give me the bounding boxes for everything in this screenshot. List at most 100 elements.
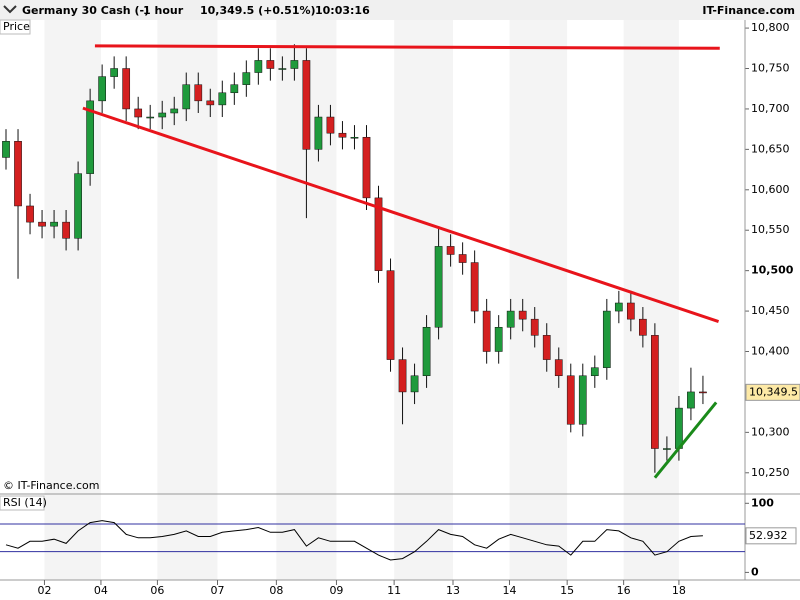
last-price-label: 10,349.5 (749, 385, 798, 398)
candle-body (2, 141, 10, 158)
x-tick-label: 06 (150, 584, 164, 597)
candle-body (470, 262, 479, 312)
x-tick-label: 09 (329, 584, 343, 597)
x-tick-label: 11 (387, 584, 401, 597)
y-tick-label: 10,450 (751, 304, 790, 317)
candle-body (602, 310, 611, 368)
session-band (157, 20, 218, 580)
candle-body (98, 76, 106, 102)
candle-body (134, 108, 143, 118)
candle-body (62, 221, 70, 239)
candle-body (446, 246, 455, 255)
trendline (94, 44, 720, 50)
candle-body (182, 84, 191, 110)
time: 10:03:16 (315, 4, 370, 17)
brand: IT-Finance.com (702, 4, 795, 17)
candle-body (386, 270, 395, 360)
candle-body (302, 60, 311, 150)
session-band (509, 20, 568, 580)
rsi-last-label: 52.932 (749, 529, 788, 542)
panel-label-box (0, 495, 45, 511)
header-bar (0, 0, 800, 20)
candle-body (614, 302, 623, 312)
candle-body (50, 221, 58, 227)
candle-body (626, 302, 635, 320)
candle-body (434, 246, 443, 328)
panel-label: Price (3, 20, 30, 33)
candle-body (566, 375, 575, 425)
candle-body (362, 136, 371, 199)
session-band (394, 20, 454, 580)
candle-body (326, 116, 335, 134)
credit: © IT-Finance.com (3, 479, 100, 492)
candle-body (542, 335, 551, 360)
candle-body (338, 132, 347, 138)
panel-label: RSI (14) (3, 496, 47, 509)
candle-body (422, 326, 431, 377)
trendline (82, 106, 720, 324)
x-tick-label: 14 (502, 584, 516, 597)
y-tick-label: 10,700 (751, 102, 790, 115)
candle-body (482, 310, 491, 352)
instrument: Germany 30 Cash (-) (22, 4, 149, 17)
candle-body (110, 68, 119, 77)
interval: 1 hour (143, 4, 184, 17)
x-tick-label: 07 (210, 584, 224, 597)
candle-body (230, 84, 239, 94)
candle-body (26, 205, 34, 223)
candle-body (458, 254, 467, 263)
candle-body (350, 136, 359, 139)
candle-body (398, 359, 407, 393)
x-tick-label: 04 (94, 584, 108, 597)
candle-body (651, 335, 659, 449)
candle-body (639, 318, 647, 336)
x-tick-label: 13 (446, 584, 460, 597)
candle-body (699, 391, 707, 394)
candle-body (687, 391, 695, 409)
panel-label-box (0, 19, 31, 35)
candle-body (410, 375, 419, 393)
x-tick-label: 08 (269, 584, 283, 597)
trendline (653, 401, 718, 479)
last-price-box (745, 383, 800, 401)
candle-body (518, 310, 527, 320)
menu-arrow[interactable] (3, 5, 17, 14)
candle-body (590, 367, 599, 377)
y-tick-label: 10,600 (751, 183, 790, 196)
y-tick-label: 10,300 (751, 425, 790, 438)
candle-body (158, 112, 167, 118)
y-tick-label: 10,250 (751, 466, 790, 479)
candle-body (206, 100, 215, 106)
candle-body (38, 221, 46, 227)
candle-body (290, 60, 299, 69)
candle-body (86, 100, 94, 174)
candle-body (74, 173, 82, 239)
candle-body (218, 92, 227, 106)
candle-body (242, 72, 251, 85)
y-tick-label: 0 (751, 565, 759, 578)
candle-body (194, 84, 203, 102)
candle-body (578, 375, 587, 425)
candle-body (663, 448, 671, 450)
x-tick-label: 15 (560, 584, 574, 597)
candle-body (146, 116, 155, 119)
candle-body (506, 310, 515, 328)
y-tick-label: 10,500 (751, 264, 794, 277)
x-tick-label: 16 (617, 584, 631, 597)
candle-body (554, 359, 563, 377)
candle-body (530, 318, 539, 336)
rsi-last-box (745, 527, 797, 545)
candle-body (170, 108, 179, 114)
candle-body (14, 141, 22, 207)
candle-body (675, 407, 683, 449)
candle-body (374, 197, 383, 271)
rsi-line (5, 520, 703, 561)
x-tick-label: 02 (37, 584, 51, 597)
candle-body (122, 68, 131, 110)
candle-body (278, 68, 287, 70)
y-tick-label: 10,550 (751, 223, 790, 236)
candle-body (254, 60, 263, 73)
y-tick-label: 100 (751, 496, 774, 509)
candle-body (494, 326, 503, 352)
